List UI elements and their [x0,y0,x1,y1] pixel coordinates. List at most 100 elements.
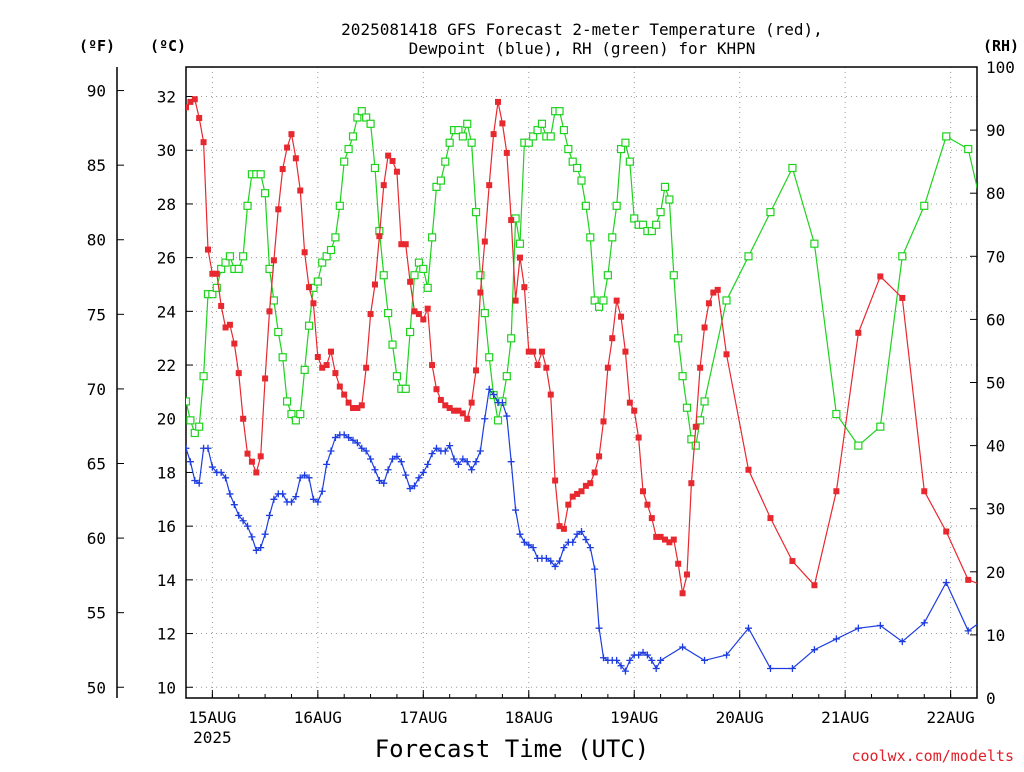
rh-point [965,146,972,153]
rh-point [420,265,427,272]
rh-point [661,183,668,190]
rh-point [345,146,352,153]
rh-point [262,190,269,197]
temperature-point [649,515,655,521]
temperature-point [381,182,387,188]
temperature-point [363,365,369,371]
temperature-point [921,488,927,494]
rh-point [670,272,677,279]
temperature-point [671,537,677,543]
x-tick-label: 15AUG [188,708,236,727]
rh-point [503,373,510,380]
x-tick-label: 18AUG [505,708,553,727]
rh-point [284,398,291,405]
rh-point [196,423,203,430]
temperature-point [390,158,396,164]
rh-point [341,158,348,165]
rh-point [275,329,282,336]
dewpoint-point [481,415,488,422]
dewpoint-point [679,643,686,650]
temperature-point [491,131,497,137]
rh-point [183,398,190,405]
dewpoint-point [473,458,480,465]
dewpoint-point [328,447,335,454]
temperature-point [504,150,510,156]
temperature-point [420,316,426,322]
rh-point [556,108,563,115]
dewpoint-point [319,488,326,495]
axes [117,67,977,698]
dewpoint-point [833,635,840,642]
rh-point [235,265,242,272]
dewpoint-series [183,386,1024,675]
temperature-point [271,257,277,263]
temperature-point [877,273,883,279]
rh-point [899,253,906,260]
x-tick-label: 22AUG [927,708,975,727]
rh-point [380,272,387,279]
celsius-tick-label: 24 [157,302,176,321]
dewpoint-point [424,461,431,468]
rh-tick-label: 60 [986,310,1005,329]
temperature-point [513,298,519,304]
rh-tick-label: 10 [986,626,1005,645]
temperature-point [218,303,224,309]
temperature-point [205,247,211,253]
chart-subtitle: Dewpoint (blue), RH (green) for KHPN [409,39,756,58]
dewpoint-point [512,507,519,514]
rh-point [495,417,502,424]
rh-tick-label: 0 [986,689,996,708]
dewpoint-point [402,472,409,479]
temperature-point [565,502,571,508]
rh-point [266,265,273,272]
rh-tick-label: 50 [986,374,1005,393]
chart-title: 2025081418 GFS Forecast 2-meter Temperat… [341,20,823,39]
rh-point [578,177,585,184]
rh-point [679,373,686,380]
dewpoint-point [855,625,862,632]
rh-point [336,202,343,209]
rh-point [508,335,515,342]
rh-point [270,297,277,304]
temperature-series [183,96,1024,596]
rh-point [437,177,444,184]
temperature-point [855,330,861,336]
rh-point [481,310,488,317]
rh-tick-label: 70 [986,247,1005,266]
temperature-point [548,392,554,398]
temperature-point [745,467,751,473]
temperature-point [306,284,312,290]
temperature-point [706,300,712,306]
temperature-point [302,249,308,255]
rh-point [244,202,251,209]
temperature-point [372,281,378,287]
fahrenheit-tick-label: 80 [87,231,106,250]
temperature-point [183,104,189,110]
dewpoint-point [503,413,510,420]
rh-point [473,209,480,216]
dewpoint-point [371,466,378,473]
dewpoint-point [653,665,660,672]
temperature-point [561,526,567,532]
fahrenheit-tick-label: 60 [87,529,106,548]
temperature-point [376,233,382,239]
temperature-point [943,529,949,535]
temperature-point [517,255,523,261]
rh-point [675,335,682,342]
temperature-point [227,322,233,328]
temperature-point [899,295,905,301]
celsius-tick-label: 16 [157,517,176,536]
dewpoint-point [477,447,484,454]
temperature-point [416,311,422,317]
dewpoint-point [943,579,950,586]
fahrenheit-tick-label: 85 [87,156,106,175]
temperature-point [715,287,721,293]
rh-point [582,202,589,209]
gridlines [186,67,977,698]
rh-point [257,171,264,178]
rh-point [367,120,374,127]
rh-point [921,202,928,209]
rh-point [943,133,950,140]
temperature-point [499,120,505,126]
temperature-point [631,408,637,414]
